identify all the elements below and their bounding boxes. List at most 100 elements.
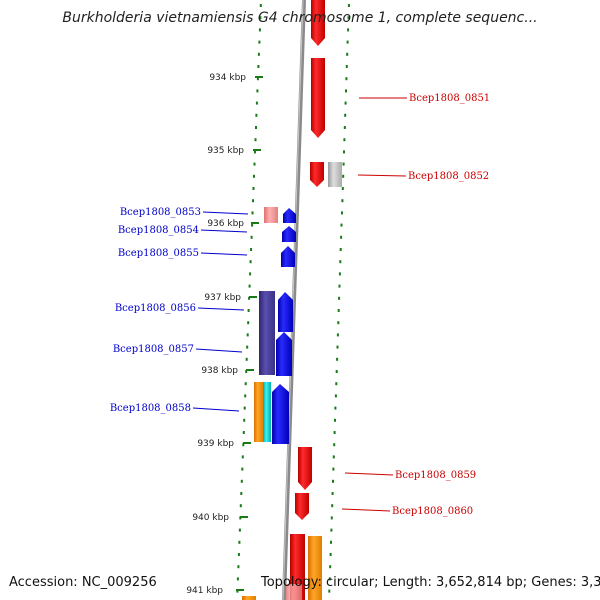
- tick-label: 938 kbp: [201, 366, 238, 376]
- guide-dot: [341, 187, 344, 190]
- guide-dot: [255, 126, 257, 129]
- guide-dot: [344, 113, 347, 117]
- guide-dot: [346, 40, 349, 44]
- guide-dot: [342, 162, 345, 166]
- guide-dot: [250, 248, 253, 251]
- tick-label: 941 kbp: [186, 586, 223, 596]
- topology-label: Topology: circular; Length: 3,652,814 bp…: [261, 575, 600, 590]
- gene-block-forward[interactable]: [290, 534, 305, 600]
- gene-arrow-reverse[interactable]: [272, 384, 289, 444]
- chromosome-backbone: [282, 0, 306, 600]
- reverse-label-leaders: [192, 211, 249, 412]
- guide-dot: [237, 565, 240, 569]
- guide-dot: [344, 101, 347, 105]
- gene-block-reverse[interactable]: [254, 382, 263, 442]
- guide-dot: [338, 272, 341, 276]
- feature-block-grey[interactable]: [328, 162, 342, 187]
- guide-dot: [259, 4, 262, 7]
- gene-label-0856[interactable]: Bcep1808_0856: [115, 303, 196, 314]
- guide-dot: [329, 565, 332, 569]
- guide-dot: [247, 309, 250, 312]
- feature-block-pink[interactable]: [286, 584, 302, 600]
- gene-arrow-forward[interactable]: [295, 493, 309, 520]
- tick-label: 937 kbp: [204, 293, 241, 303]
- guide-dot: [336, 357, 339, 361]
- gene-arrow-forward[interactable]: [310, 162, 324, 187]
- guide-dot: [244, 382, 247, 386]
- inner-guide-dots: [236, 4, 262, 593]
- guide-dot: [335, 370, 338, 373]
- gene-label-0852[interactable]: Bcep1808_0852: [408, 171, 489, 182]
- gene-label-0853[interactable]: Bcep1808_0853: [120, 207, 201, 218]
- gene-arrow-reverse[interactable]: [278, 292, 293, 332]
- guide-dot: [345, 65, 348, 68]
- guide-dot: [243, 418, 246, 422]
- gene-block-reverse[interactable]: [259, 291, 275, 375]
- guide-dot: [338, 284, 341, 288]
- gene-block-forward[interactable]: [308, 536, 322, 600]
- guide-dot: [251, 223, 254, 227]
- guide-dot: [342, 174, 345, 178]
- guide-dot: [242, 443, 245, 447]
- guide-dot: [343, 138, 346, 142]
- gene-arrow-reverse[interactable]: [283, 208, 296, 223]
- guide-dot: [334, 406, 337, 410]
- guide-dot: [337, 321, 340, 325]
- gene-label-0860[interactable]: Bcep1808_0860: [392, 506, 473, 517]
- guide-dot: [257, 52, 260, 56]
- tick-label: 936 kbp: [207, 219, 244, 229]
- guide-dot: [251, 211, 254, 215]
- feature-block-pink[interactable]: [264, 207, 278, 223]
- guide-dot: [329, 553, 332, 556]
- gene-label-0858[interactable]: Bcep1808_0858: [110, 403, 191, 414]
- guide-dot: [254, 150, 256, 154]
- gene-arrow-reverse[interactable]: [276, 332, 292, 376]
- guide-dot: [245, 370, 248, 373]
- guide-dot: [346, 52, 349, 56]
- guide-dot: [332, 467, 335, 471]
- guide-dot: [237, 553, 240, 556]
- feature-block-orange[interactable]: [242, 596, 256, 600]
- gene-label-0857[interactable]: Bcep1808_0857: [113, 344, 194, 355]
- tick-marks: [236, 76, 263, 591]
- gene-label-0855[interactable]: Bcep1808_0855: [118, 248, 199, 259]
- guide-dot: [246, 345, 249, 349]
- guide-dot: [252, 199, 254, 203]
- guide-dot: [333, 431, 336, 434]
- gene-arrow-forward[interactable]: [311, 0, 325, 46]
- guide-dot: [345, 77, 348, 81]
- guide-dot: [258, 40, 261, 44]
- guide-dot: [245, 357, 248, 361]
- forward-gene-labels: Bcep1808_0851 Bcep1808_0852 Bcep1808_085…: [392, 93, 490, 517]
- forward-strand-features: [286, 0, 342, 600]
- guide-dot: [240, 479, 243, 483]
- guide-dot: [343, 150, 345, 154]
- guide-dot: [336, 333, 339, 337]
- guide-dot: [332, 479, 334, 483]
- guide-dot: [240, 492, 243, 495]
- gene-arrow-reverse[interactable]: [281, 246, 295, 267]
- guide-dot: [254, 138, 257, 142]
- guide-dot: [255, 113, 258, 117]
- guide-dot: [341, 211, 343, 215]
- guide-dot: [345, 89, 347, 93]
- gene-arrow-forward[interactable]: [298, 447, 312, 490]
- reverse-strand-features: [242, 207, 296, 600]
- gene-block-reverse[interactable]: [263, 382, 271, 442]
- guide-dot: [248, 284, 251, 288]
- guide-dot: [258, 28, 261, 32]
- guide-dot: [246, 333, 249, 337]
- guide-dot: [341, 199, 344, 203]
- gene-label-0851[interactable]: Bcep1808_0851: [409, 93, 490, 104]
- guide-dot: [343, 126, 346, 129]
- guide-dot: [253, 162, 256, 166]
- guide-dot: [347, 16, 350, 20]
- guide-dot: [241, 455, 244, 459]
- guide-dot: [241, 467, 244, 471]
- guide-dot: [337, 309, 340, 312]
- gene-arrow-reverse[interactable]: [282, 226, 296, 242]
- gene-label-0854[interactable]: Bcep1808_0854: [118, 225, 199, 236]
- guide-dot: [249, 260, 252, 264]
- gene-arrow-forward[interactable]: [311, 58, 325, 138]
- gene-label-0859[interactable]: Bcep1808_0859: [395, 470, 476, 481]
